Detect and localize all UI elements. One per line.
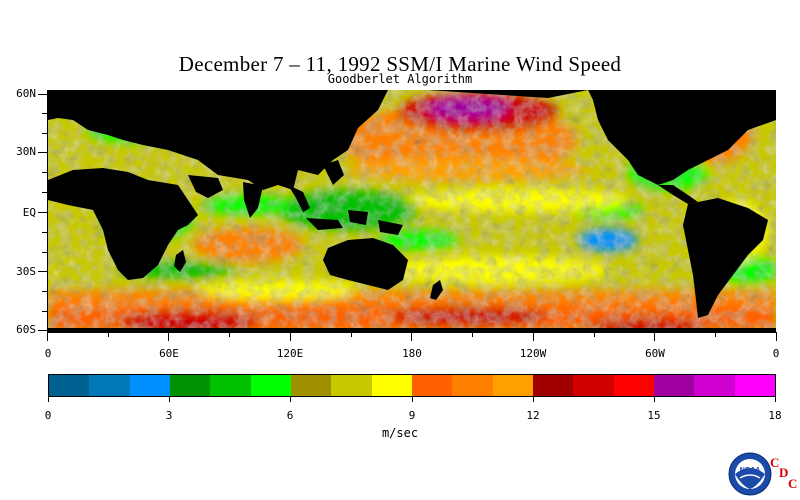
lat-tick — [38, 271, 47, 272]
lon-label-180: 180 — [402, 347, 422, 360]
lon-tick — [351, 333, 352, 337]
lon-tick — [594, 333, 595, 337]
lon-tick — [715, 333, 716, 337]
lat-label-60n: 60N — [16, 87, 36, 100]
colorbar-swatch — [169, 375, 211, 396]
colorbar-label-15: 15 — [647, 409, 661, 422]
bottom-axis — [47, 332, 777, 333]
lat-tick — [42, 252, 47, 253]
colorbar-swatch — [492, 375, 533, 396]
lon-tick — [776, 333, 777, 341]
lat-label-30n: 30N — [16, 145, 36, 158]
map-subtitle: Goodberlet Algorithm — [327, 72, 473, 86]
lat-label-30s: 30S — [16, 265, 36, 278]
lat-tick — [42, 311, 47, 312]
left-axis — [47, 90, 48, 332]
colorbar-tick — [654, 397, 655, 402]
colorbar-swatch — [411, 375, 453, 396]
lat-tick — [42, 291, 47, 292]
cdc-letter-d: D — [779, 465, 789, 480]
wind-speed-map — [48, 90, 776, 332]
colorbar-swatch — [89, 375, 130, 396]
lat-tick — [42, 192, 47, 193]
lon-tick — [533, 333, 534, 341]
noaa-logo-icon: NOAA — [728, 452, 772, 496]
lon-label-60w: 60W — [645, 347, 665, 360]
lon-label-60e: 60E — [159, 347, 179, 360]
colorbar-tick — [169, 397, 170, 402]
colorbar-tick — [290, 397, 291, 402]
colorbar-label-6: 6 — [286, 409, 294, 422]
landmasses — [48, 90, 776, 332]
lon-tick — [47, 333, 48, 341]
lat-tick — [38, 212, 47, 213]
colorbar-swatch — [694, 375, 735, 396]
noaa-logo-text: NOAA — [740, 467, 761, 474]
lon-tick — [290, 333, 291, 341]
lon-label-0: 0 — [44, 347, 52, 360]
lon-label-120w: 120W — [519, 347, 547, 360]
colorbar-tick — [533, 397, 534, 402]
cdc-letter-c1: C — [770, 455, 780, 470]
lon-tick — [472, 333, 473, 337]
lat-tick — [42, 232, 47, 233]
lat-tick — [42, 133, 47, 134]
colorbar-label-9: 9 — [408, 409, 416, 422]
colorbar-swatch — [129, 375, 170, 396]
colorbar-swatch — [734, 375, 775, 396]
lat-tick — [38, 330, 47, 331]
lon-tick — [108, 333, 109, 337]
lon-tick — [411, 333, 412, 341]
colorbar-label-3: 3 — [165, 409, 173, 422]
lat-tick — [38, 94, 47, 95]
lon-tick — [229, 333, 230, 337]
colorbar-label-12: 12 — [526, 409, 540, 422]
lon-label-120e: 120E — [276, 347, 304, 360]
colorbar-swatch — [371, 375, 412, 396]
map-title: December 7 – 11, 1992 SSM/I Marine Wind … — [178, 52, 622, 76]
lat-tick — [42, 113, 47, 114]
lat-label-eq: EQ — [22, 206, 36, 219]
colorbar-swatch — [532, 375, 574, 396]
lat-tick — [38, 152, 47, 153]
colorbar-unit: m/sec — [381, 426, 419, 440]
colorbar-label-18: 18 — [768, 409, 782, 422]
cdc-letter-c2: C — [788, 476, 798, 491]
colorbar-swatch — [49, 375, 90, 396]
colorbar-swatch — [573, 375, 614, 396]
colorbar-swatch — [452, 375, 493, 396]
colorbar-swatch — [613, 375, 654, 396]
colorbar-tick — [412, 397, 413, 402]
colorbar-swatch — [250, 375, 291, 396]
lon-tick — [168, 333, 169, 341]
lat-label-60s: 60S — [16, 323, 36, 336]
lat-tick — [42, 172, 47, 173]
colorbar-swatch — [653, 375, 695, 396]
lon-label-0-east: 0 — [772, 347, 780, 360]
colorbar-swatch — [331, 375, 372, 396]
colorbar-tick — [775, 397, 776, 402]
colorbar-swatch — [210, 375, 251, 396]
colorbar-tick — [48, 397, 49, 402]
colorbar-swatch — [290, 375, 332, 396]
lon-tick — [654, 333, 655, 341]
colorbar — [48, 374, 776, 397]
colorbar-label-0: 0 — [44, 409, 52, 422]
